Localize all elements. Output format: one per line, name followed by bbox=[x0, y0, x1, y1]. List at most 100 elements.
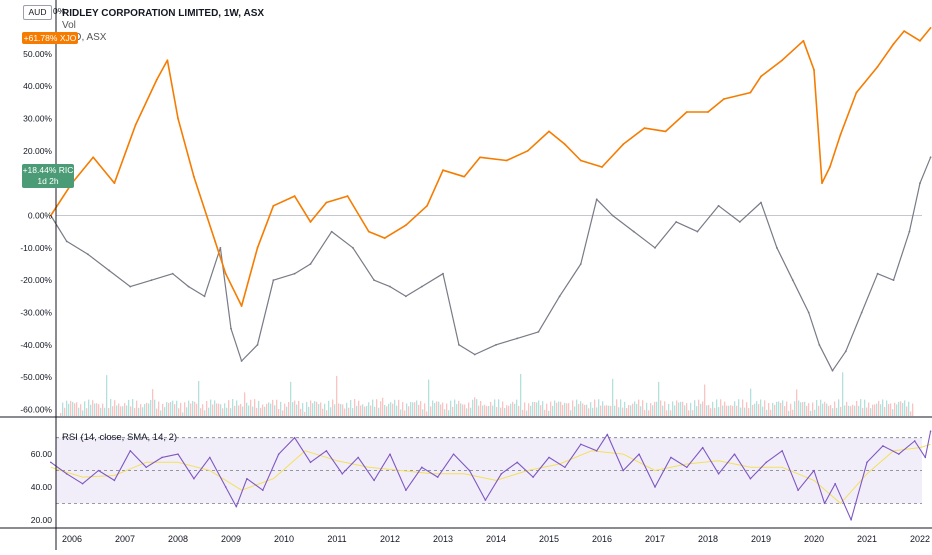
ric-data-point bbox=[129, 285, 132, 288]
volume-bar bbox=[808, 403, 810, 416]
volume-bar bbox=[314, 401, 316, 416]
ric-data-point bbox=[473, 353, 476, 356]
volume-bar bbox=[312, 403, 314, 416]
rsi-data-point bbox=[866, 461, 868, 464]
xjo-data-point bbox=[177, 117, 179, 120]
volume-bar bbox=[674, 405, 676, 416]
ric-data-point bbox=[373, 279, 375, 282]
volume-bar bbox=[334, 404, 336, 416]
volume-bar bbox=[714, 407, 716, 416]
volume-bar bbox=[440, 404, 442, 416]
volume-bar bbox=[434, 402, 436, 416]
ric-data-point bbox=[256, 343, 259, 346]
xjo-data-point bbox=[505, 159, 508, 162]
volume-bar bbox=[754, 403, 756, 416]
rsi-data-point bbox=[823, 502, 826, 505]
volume-bar bbox=[132, 399, 134, 416]
volume-bar bbox=[408, 406, 410, 416]
rsi-data-point bbox=[389, 453, 391, 455]
volume-bar bbox=[436, 401, 438, 416]
volume-bar bbox=[712, 401, 714, 416]
ric-data-point bbox=[240, 360, 243, 362]
rsi-data-point bbox=[670, 456, 672, 459]
volume-bar bbox=[800, 402, 802, 416]
volume-bar bbox=[176, 400, 178, 416]
volume-bar bbox=[624, 401, 626, 416]
rsi-data-point bbox=[262, 489, 264, 492]
volume-bar bbox=[604, 405, 606, 416]
volume-bar bbox=[378, 407, 380, 416]
rsi-data-point bbox=[606, 433, 609, 436]
volume-bar bbox=[636, 403, 638, 416]
volume-bar bbox=[806, 405, 808, 416]
ric-data-point bbox=[738, 221, 741, 223]
volume-bar bbox=[232, 399, 234, 416]
volume-bar bbox=[720, 399, 722, 416]
xjo-data-point bbox=[325, 201, 328, 204]
ric-data-point bbox=[791, 279, 794, 282]
volume-bar bbox=[60, 413, 62, 416]
volume-bar bbox=[252, 406, 254, 416]
x-tick-label: 2020 bbox=[804, 534, 824, 544]
ric-data-point bbox=[595, 198, 598, 201]
volume-bar bbox=[552, 405, 554, 416]
rsi-tick-label: 40.00 bbox=[31, 482, 53, 492]
ric-data-point bbox=[760, 201, 762, 204]
volume-bar bbox=[508, 405, 510, 416]
volume-bar bbox=[550, 401, 552, 416]
volume-bar bbox=[614, 405, 616, 416]
comparison-label[interactable]: XJO, ASX bbox=[62, 32, 107, 43]
volume-bar bbox=[852, 404, 854, 416]
xjo-data-point bbox=[601, 166, 603, 168]
volume-bar bbox=[154, 399, 156, 416]
ric-data-point bbox=[171, 272, 174, 275]
volume-label[interactable]: Vol bbox=[62, 20, 76, 31]
volume-bar bbox=[690, 402, 692, 416]
rsi-data-point bbox=[781, 450, 783, 452]
xjo-data-point bbox=[526, 149, 529, 152]
volume-bar bbox=[470, 407, 472, 416]
volume-bar bbox=[162, 403, 164, 416]
xjo-data-point bbox=[367, 230, 370, 233]
volume-bar bbox=[666, 410, 668, 416]
ric-data-point bbox=[831, 369, 834, 372]
xjo-data-point bbox=[293, 195, 296, 197]
volume-bar bbox=[256, 407, 258, 416]
volume-bar bbox=[626, 408, 628, 416]
y-tick-label: 20.00% bbox=[23, 146, 52, 156]
volume-bar bbox=[704, 384, 706, 416]
volume-bar bbox=[672, 401, 674, 416]
volume-bar bbox=[902, 403, 904, 416]
volume-bar bbox=[362, 404, 364, 416]
y-tick-label: -50.00% bbox=[20, 372, 52, 382]
volume-bar bbox=[64, 407, 66, 416]
xjo-data-point bbox=[166, 59, 169, 62]
volume-bar bbox=[630, 405, 632, 416]
volume-bar bbox=[602, 401, 604, 416]
ric-data-point bbox=[272, 279, 275, 282]
volume-bar bbox=[336, 376, 338, 416]
volume-bar bbox=[450, 400, 452, 416]
currency-badge[interactable]: AUD bbox=[23, 5, 52, 20]
xjo-data-point bbox=[113, 182, 116, 185]
ric-data-point bbox=[352, 246, 354, 249]
rsi-data-point bbox=[373, 479, 375, 482]
chart-title[interactable]: RIDLEY CORPORATION LIMITED, 1W, ASX bbox=[62, 8, 265, 19]
volume-bar bbox=[574, 406, 576, 416]
rsi-title[interactable]: RSI (14, close, SMA, 14, 2) bbox=[62, 432, 178, 443]
volume-bar bbox=[632, 403, 634, 416]
rsi-data-point bbox=[898, 453, 900, 455]
volume-bar bbox=[340, 404, 342, 416]
ric-data-point bbox=[892, 279, 895, 282]
volume-bar bbox=[890, 403, 892, 416]
volume-bar bbox=[352, 408, 354, 416]
rsi-data-point bbox=[468, 469, 471, 472]
volume-bar bbox=[858, 405, 860, 416]
volume-bar bbox=[80, 404, 82, 416]
volume-bar bbox=[216, 403, 218, 416]
volume-bar bbox=[530, 405, 532, 416]
rsi-data-point bbox=[177, 453, 179, 455]
volume-bar bbox=[460, 403, 462, 416]
volume-bar bbox=[98, 404, 100, 416]
volume-bar bbox=[400, 409, 402, 416]
